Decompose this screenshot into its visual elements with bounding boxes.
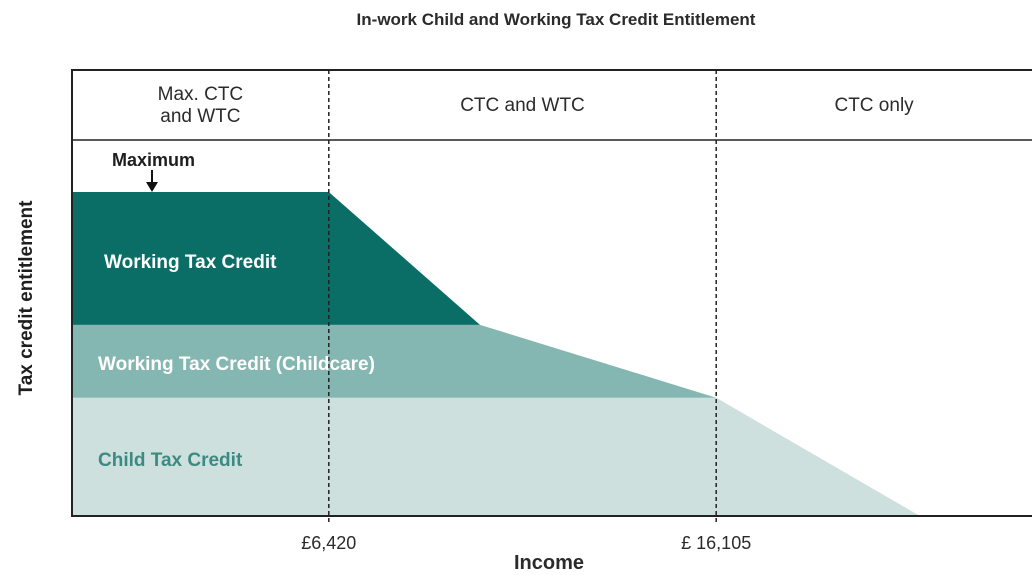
x-axis-label: Income [513,552,585,574]
band-child-tax-credit [72,397,920,516]
band-working-tax-credit [72,192,480,325]
maximum-annotation: Maximum [112,150,196,170]
x-tick-label-1: £6,420 [301,533,357,553]
band-working-tax-credit-childcare [72,324,717,398]
region-label-2: CTC and WTC [460,95,585,116]
plot-frame [71,69,1032,517]
region-label-3: CTC only [834,95,914,116]
y-axis-label: Tax credit entitlement [16,200,37,396]
band-label-working-tax-credit: Working Tax Credit [104,252,277,273]
region-label-1: Max. CTC and WTC [157,84,244,127]
x-tick-label-2: £ 16,105 [681,533,752,553]
band-label-child-tax-credit: Child Tax Credit [98,450,243,471]
maximum-arrow-icon [146,182,158,192]
chart-title: In-work Child and Working Tax Credit Ent… [356,10,756,29]
band-label-working-tax-credit-childcare: Working Tax Credit (Childcare) [98,354,375,375]
